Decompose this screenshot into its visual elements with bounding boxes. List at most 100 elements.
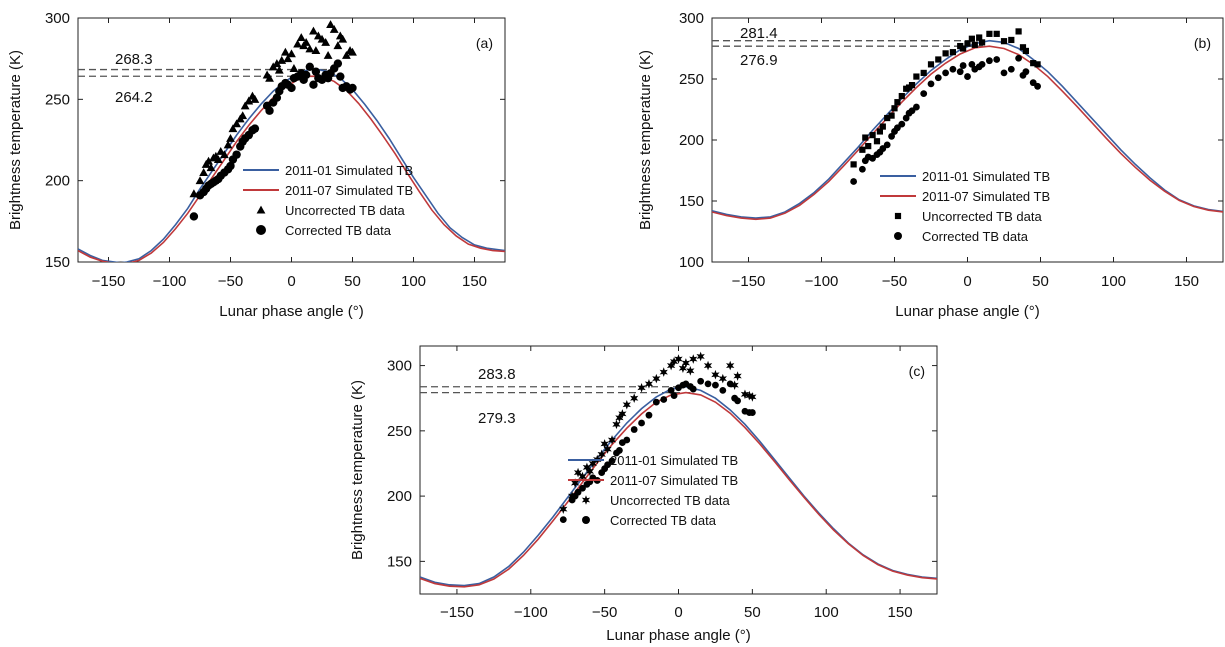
uncorrected-data-point <box>612 419 621 430</box>
series-line-2011-07 <box>712 45 1223 221</box>
uncorrected-data-point <box>287 49 296 58</box>
uncorrected-data-point <box>342 51 351 59</box>
corrected-data-point <box>1015 54 1022 62</box>
y-tick-label: 150 <box>387 553 412 570</box>
corrected-data-point <box>630 426 638 433</box>
corrected-data-point <box>652 398 660 406</box>
corrected-data-point <box>949 65 957 73</box>
corrected-data-point <box>964 73 971 80</box>
uncorrected-data-point <box>204 156 213 165</box>
y-tick-label: 150 <box>679 193 704 210</box>
corrected-data-point <box>559 516 567 523</box>
legend-entry-label: 2011-01 Simulated TB <box>922 169 1050 184</box>
uncorrected-data-point <box>289 64 299 72</box>
uncorrected-data-point <box>891 105 898 112</box>
y-tick-label: 200 <box>679 132 704 149</box>
uncorrected-data-point <box>748 392 757 402</box>
corrected-data-point <box>616 447 623 454</box>
uncorrected-data-point <box>250 94 260 103</box>
uncorrected-data-point <box>281 47 290 56</box>
uncorrected-data-point <box>220 150 229 159</box>
x-tick-label: −100 <box>153 273 187 290</box>
uncorrected-data-point <box>1034 61 1041 68</box>
y-tick-label: 250 <box>387 423 412 440</box>
uncorrected-data-point <box>240 101 250 110</box>
panel-b: −150 −100 −50 0 50 100 150 100 150 200 250 300 Lunar… <box>637 10 1224 320</box>
y-axis-label: Brightness temperature (K) <box>7 50 24 230</box>
reference-label-upper: 281.4 <box>740 25 778 42</box>
x-tick-label: 0 <box>674 604 682 621</box>
uncorrected-data-point <box>578 471 587 482</box>
uncorrected-data-point <box>730 380 739 390</box>
x-tick-label: 0 <box>963 273 971 290</box>
corrected-data-point <box>309 80 318 89</box>
uncorrected-data-point <box>718 373 727 384</box>
uncorrected-data-point <box>348 47 357 56</box>
uncorrected-data-point <box>1030 60 1037 67</box>
uncorrected-data-point <box>265 73 274 82</box>
uncorrected-data-point <box>986 30 993 37</box>
legend-marker-swatch <box>894 232 902 240</box>
corrected-data-point <box>748 409 756 416</box>
corrected-data-point <box>712 381 719 389</box>
uncorrected-data-point <box>338 34 348 43</box>
y-tick-label: 200 <box>45 173 70 190</box>
reference-label-upper: 283.8 <box>478 366 516 383</box>
uncorrected-data-point <box>301 38 311 46</box>
x-axis-label: Lunar phase angle (°) <box>606 627 750 644</box>
uncorrected-data-point <box>976 34 983 41</box>
uncorrected-data-point <box>726 360 735 371</box>
corrected-data-point <box>968 60 976 68</box>
corrected-data-point <box>667 386 675 394</box>
plot-frame <box>711 17 1224 263</box>
corrected-data-point <box>959 62 967 69</box>
uncorrected-data-point <box>674 354 683 364</box>
uncorrected-data-point <box>659 367 668 377</box>
corrected-data-point <box>574 488 582 496</box>
corrected-data-point <box>697 377 705 385</box>
reference-label-lower: 279.3 <box>478 410 516 427</box>
uncorrected-data-point <box>283 54 293 63</box>
panel-label: (a) <box>476 35 493 51</box>
corrected-data-point <box>734 397 741 405</box>
x-tick-label: −50 <box>218 273 243 290</box>
corrected-data-point <box>265 106 274 115</box>
uncorrected-data-point <box>644 379 654 389</box>
uncorrected-data-point <box>898 92 905 100</box>
x-tick-label: 150 <box>1174 273 1199 290</box>
series-line-2011-07 <box>420 391 937 588</box>
corrected-data-point <box>645 411 653 419</box>
uncorrected-data-point <box>329 24 339 33</box>
corrected-data-point <box>898 120 906 128</box>
uncorrected-data-point <box>935 56 942 63</box>
uncorrected-data-point <box>637 382 646 393</box>
legend-marker-swatch <box>894 212 902 220</box>
uncorrected-data-point <box>993 30 1000 37</box>
corrected-data-point <box>1034 82 1041 90</box>
uncorrected-data-point <box>305 44 315 53</box>
y-tick-label: 300 <box>387 358 412 375</box>
x-tick-label: −150 <box>92 273 126 290</box>
plot-frame <box>419 345 938 595</box>
corrected-data-point <box>689 385 697 393</box>
y-tick-label: 200 <box>387 488 412 505</box>
uncorrected-data-point <box>879 123 886 130</box>
uncorrected-data-point <box>296 33 306 42</box>
uncorrected-data-point <box>894 99 901 106</box>
uncorrected-data-point <box>920 69 927 76</box>
x-axis-label: Lunar phase angle (°) <box>895 303 1039 320</box>
panel-c: −150 −100 −50 0 50 100 150 150 200 250 300 Lunar ph… <box>349 345 938 644</box>
uncorrected-data-point <box>942 50 949 57</box>
uncorrected-data-point <box>238 111 248 120</box>
uncorrected-data-point <box>559 504 568 514</box>
uncorrected-data-point <box>607 435 617 445</box>
legend-entry-label: Uncorrected TB data <box>922 209 1042 224</box>
uncorrected-data-point <box>960 45 967 52</box>
legend-marker-swatch <box>256 205 266 214</box>
x-axis-label: Lunar phase angle (°) <box>219 303 363 320</box>
uncorrected-data-point <box>876 128 883 135</box>
x-tick-label: 50 <box>1032 273 1049 290</box>
x-tick-label: −150 <box>732 273 766 290</box>
corrected-data-point <box>608 457 616 465</box>
